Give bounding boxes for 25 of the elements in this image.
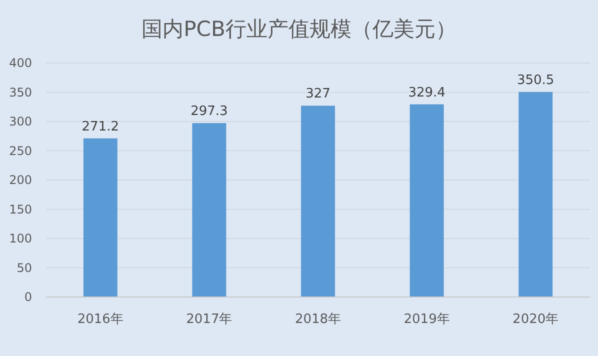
data-label: 329.4: [408, 85, 446, 100]
bar: [518, 92, 553, 297]
bar: [192, 123, 226, 297]
bar: [301, 106, 335, 297]
y-tick-label: 300: [9, 114, 32, 128]
y-tick-label: 100: [9, 232, 32, 246]
data-label: 327: [306, 86, 330, 102]
y-tick-label: 400: [9, 56, 32, 70]
y-tick-label: 350: [9, 85, 32, 100]
y-tick-label: 150: [9, 202, 32, 216]
y-tick-label: 0: [24, 290, 32, 304]
bar: [83, 138, 118, 297]
x-tick-label: 2017年: [186, 312, 232, 327]
y-tick-label: 200: [9, 173, 32, 187]
y-tick-label: 50: [16, 260, 32, 275]
y-tick-label: 250: [9, 144, 32, 158]
bar: [410, 104, 444, 297]
data-label: 350.5: [516, 72, 554, 88]
x-tick-label: 2018年: [294, 312, 342, 327]
data-label: 271.2: [82, 119, 120, 134]
chart-title: 国内PCB行业产值规模（亿美元）: [142, 17, 456, 41]
x-tick-label: 2020年: [512, 312, 559, 327]
x-tick-label: 2019年: [404, 312, 450, 327]
data-label: 297.3: [190, 104, 228, 120]
x-tick-label: 2016年: [77, 312, 124, 327]
